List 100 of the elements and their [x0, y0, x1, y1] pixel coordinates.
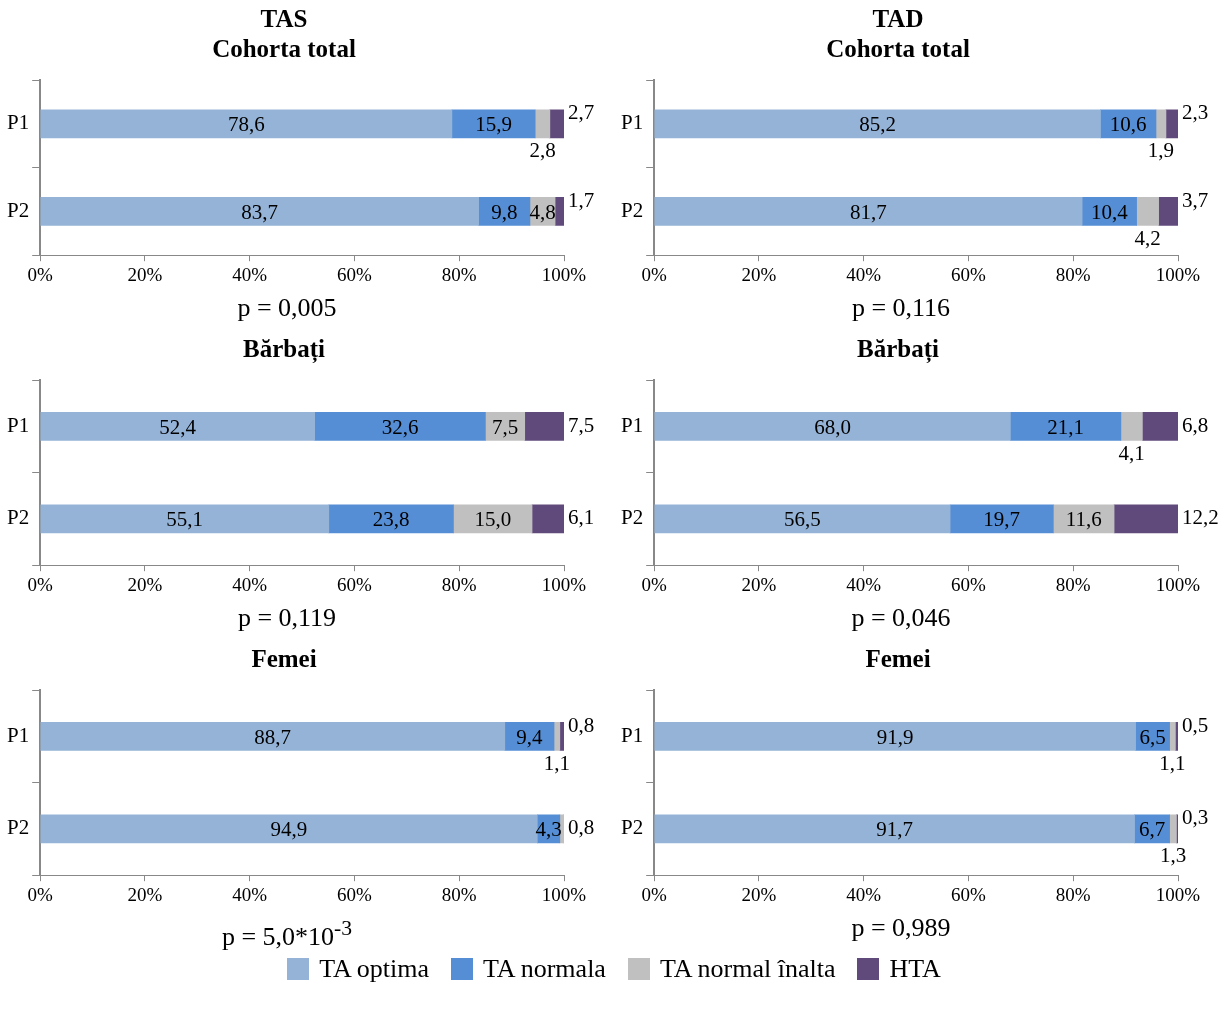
- chart-title: Bărbați: [243, 335, 326, 365]
- data-label: 23,8: [372, 507, 410, 532]
- x-tick-label: 100%: [1155, 573, 1201, 595]
- x-tick-label: 0%: [27, 573, 54, 595]
- data-label: 21,1: [1047, 414, 1085, 439]
- chart-title: TAD Cohorta total: [826, 5, 970, 63]
- data-label: 9,4: [516, 724, 544, 749]
- y-tick-label: P2: [6, 197, 30, 222]
- data-label: 2,3: [1182, 100, 1209, 125]
- x-tick-label: 20%: [741, 883, 777, 905]
- data-label: 78,6: [227, 112, 265, 137]
- x-tick-label: 80%: [441, 573, 477, 595]
- x-tick-label: 80%: [1055, 883, 1091, 905]
- text: p = 0,119: [236, 602, 338, 634]
- chart-title: Femei: [865, 645, 931, 673]
- text: p = 0,116: [850, 292, 952, 324]
- x-tick-label: 60%: [951, 573, 987, 595]
- data-label: 12,2: [1182, 505, 1219, 530]
- legend-label: HTA: [889, 954, 941, 984]
- data-label: 6,7: [1138, 817, 1166, 842]
- y-tick-label: P2: [6, 815, 30, 840]
- x-tick-label: 0%: [641, 263, 668, 285]
- data-label: 10,6: [1109, 112, 1147, 137]
- x-tick-label: 60%: [951, 263, 987, 285]
- x-tick-label: 100%: [541, 263, 587, 285]
- x-tick-label: 40%: [846, 573, 882, 595]
- data-label: 4,8: [529, 199, 556, 224]
- data-label: 3,7: [1182, 187, 1209, 212]
- x-tick-label: 60%: [337, 883, 373, 905]
- x-tick-label: 100%: [541, 573, 587, 595]
- x-tick-label: 20%: [741, 263, 777, 285]
- x-tick-label: 20%: [127, 573, 163, 595]
- x-tick-label: 100%: [541, 883, 587, 905]
- x-tick-label: 80%: [441, 883, 477, 905]
- x-tick-label: 40%: [232, 573, 268, 595]
- data-label: 4,1: [1118, 440, 1145, 465]
- data-label: 4,3: [535, 817, 562, 842]
- data-label: 55,1: [166, 507, 204, 532]
- x-tick-label: 40%: [232, 883, 268, 905]
- data-label: 56,5: [784, 507, 821, 532]
- chart-title: TAS Cohorta total: [212, 5, 356, 63]
- data-label: 1,1: [1159, 750, 1186, 775]
- x-tick-label: 40%: [846, 883, 882, 905]
- x-tick-label: 20%: [127, 883, 163, 905]
- data-label: 88,7: [254, 724, 292, 749]
- data-label: 94,9: [270, 817, 308, 842]
- data-label: 6,1: [568, 505, 595, 530]
- x-tick-label: 20%: [741, 573, 777, 595]
- y-tick-label: P1: [620, 412, 644, 437]
- data-label: 83,7: [241, 199, 279, 224]
- data-label: 0,5: [1182, 712, 1209, 737]
- data-label: 68,0: [814, 414, 851, 439]
- data-label: 11,6: [1065, 507, 1102, 532]
- data-label: 1,9: [1147, 138, 1175, 163]
- data-label: 0,8: [568, 815, 595, 840]
- x-tick-label: 40%: [232, 263, 268, 285]
- data-label: 0,3: [1182, 805, 1209, 830]
- x-tick-label: 60%: [337, 573, 373, 595]
- data-label: 9,8: [491, 199, 518, 224]
- y-tick-label: P1: [620, 110, 644, 135]
- x-tick-label: 0%: [27, 883, 54, 905]
- y-tick-label: P1: [6, 722, 30, 747]
- chart-title: Femei: [251, 645, 317, 673]
- data-label: 1,7: [568, 187, 595, 212]
- data-label: 15,9: [475, 112, 512, 137]
- text: p = 0,989: [850, 912, 952, 944]
- y-tick-label: P1: [6, 110, 30, 135]
- y-tick-label: P2: [620, 505, 644, 530]
- legend-label: TA optima: [319, 954, 430, 984]
- x-tick-label: 80%: [1055, 573, 1091, 595]
- y-tick-label: P2: [6, 505, 30, 530]
- data-label: 15,0: [474, 507, 512, 532]
- data-label: 32,6: [381, 414, 419, 439]
- data-label: 19,7: [983, 507, 1021, 532]
- data-label: 85,2: [859, 112, 896, 137]
- x-tick-label: 100%: [1155, 263, 1201, 285]
- data-label: 0,8: [568, 712, 595, 737]
- data-label: 2,8: [529, 138, 556, 163]
- text: p = 0,005: [236, 292, 338, 324]
- x-tick-label: 40%: [846, 263, 882, 285]
- text: p = 0,046: [850, 602, 952, 634]
- data-label: 6,8: [1182, 412, 1209, 437]
- data-label: 7,5: [491, 414, 519, 439]
- data-label: 81,7: [850, 199, 887, 224]
- y-tick-label: P1: [6, 412, 30, 437]
- text: p = 5,0*10$^{-3}$: [220, 915, 354, 951]
- legend-label: TA normala: [483, 954, 606, 984]
- y-tick-label: P2: [620, 197, 644, 222]
- x-tick-label: 60%: [951, 883, 987, 905]
- chart-title: Bărbați: [857, 335, 940, 365]
- data-label: 10,4: [1091, 199, 1129, 224]
- legend-label: TA normal înalta: [659, 954, 836, 984]
- data-label: 6,5: [1139, 724, 1166, 749]
- x-tick-label: 0%: [641, 573, 668, 595]
- data-label: 7,5: [568, 412, 595, 437]
- x-tick-label: 0%: [641, 883, 668, 905]
- x-tick-label: 60%: [337, 263, 373, 285]
- x-tick-label: 80%: [1055, 263, 1091, 285]
- x-tick-label: 100%: [1155, 883, 1201, 905]
- data-label: 91,7: [876, 817, 913, 842]
